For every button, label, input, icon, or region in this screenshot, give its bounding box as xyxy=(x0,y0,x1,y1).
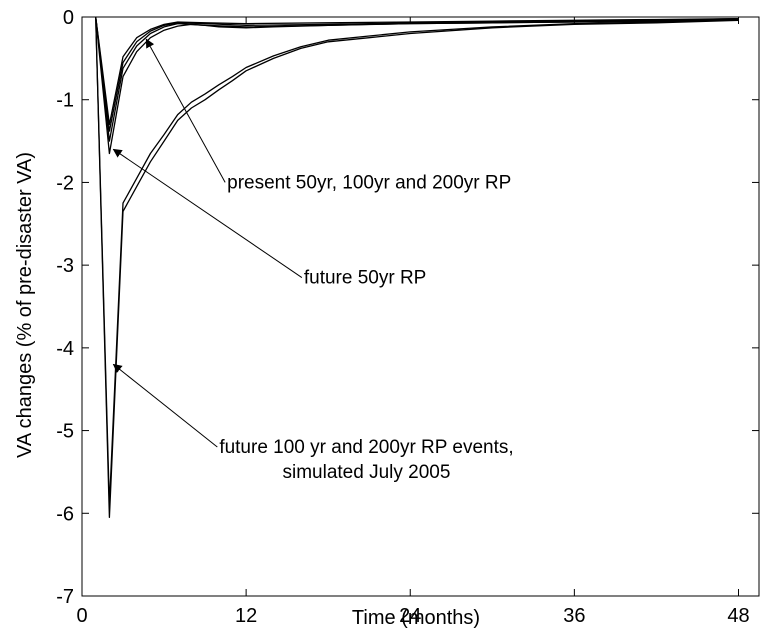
plot-frame xyxy=(81,16,760,597)
y-tick-label: -4 xyxy=(56,338,74,360)
x-tick-label: 48 xyxy=(727,605,749,627)
y-tick-label: -6 xyxy=(56,503,74,525)
y-tick-label: -1 xyxy=(56,90,74,112)
annotation-arrow-3 xyxy=(112,363,218,448)
annotation-arrow-1 xyxy=(145,38,226,183)
annotations: present 50yr, 100yr and 200yr RP future 5… xyxy=(112,38,514,483)
x-tick-label: 36 xyxy=(563,605,585,627)
series-line-1 xyxy=(95,16,739,126)
annotation-text-3: simulated July 2005 xyxy=(283,462,451,483)
plot-area-border xyxy=(81,16,760,597)
annotation-text-1: present 50yr, 100yr and 200yr RP xyxy=(227,172,511,193)
series-line-2 xyxy=(95,16,739,132)
y-tick-label: -7 xyxy=(56,586,74,608)
x-axis-label: Time (months) xyxy=(352,607,480,629)
y-axis-label: VA changes (% of pre-disaster VA) xyxy=(14,152,36,458)
series-line-4 xyxy=(95,16,739,155)
series-lines xyxy=(95,16,739,519)
series-line-6 xyxy=(95,16,739,506)
series-line-5 xyxy=(95,16,739,519)
y-tick-label: -2 xyxy=(56,172,74,194)
axis-ticks xyxy=(81,16,759,597)
y-tick-label: 0 xyxy=(63,7,74,29)
x-tick-label: 12 xyxy=(235,605,257,627)
annotation-arrow-2 xyxy=(112,148,303,278)
annotation-text-2: future 50yr RP xyxy=(304,268,427,289)
tick-labels: 0 12 24 36 48 0 -1 -2 -3 -4 -5 -6 -7 xyxy=(56,7,749,627)
x-tick-label: 24 xyxy=(399,605,421,627)
y-tick-label: -5 xyxy=(56,421,74,443)
x-tick-label: 0 xyxy=(76,605,87,627)
y-tick-label: -3 xyxy=(56,255,74,277)
annotation-text-3: future 100 yr and 200yr RP events, xyxy=(219,437,513,458)
